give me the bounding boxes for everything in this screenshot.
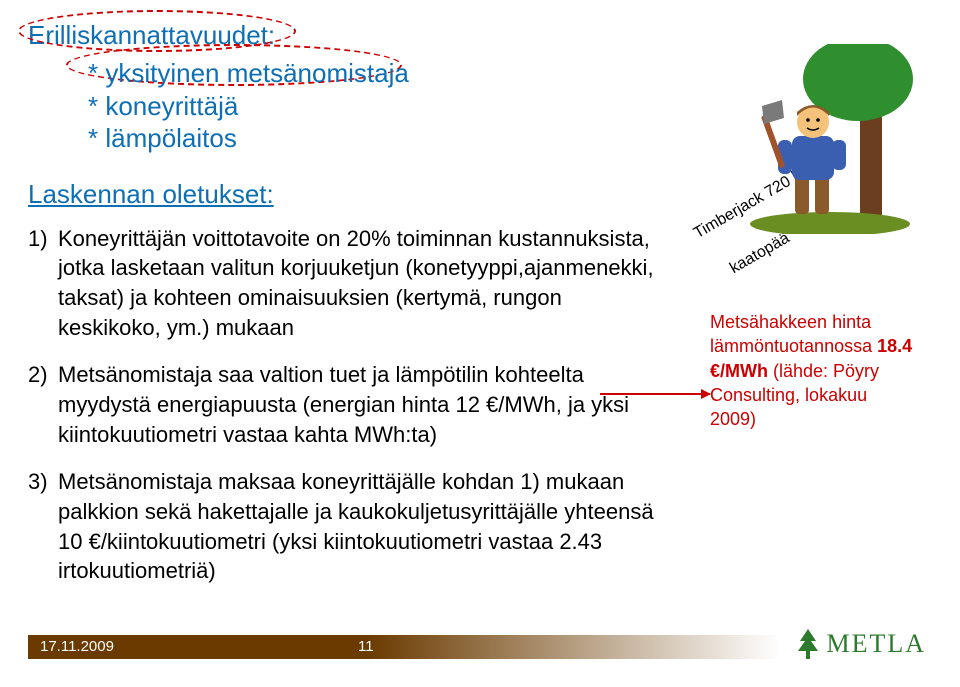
bullet-3-text: lämpölaitos [105, 123, 237, 153]
side-note: Metsähakkeen hinta lämmöntuotannossa 18.… [710, 310, 930, 431]
side-note-line: Consulting, lokakuu [710, 383, 930, 407]
bullet-2-text: koneyrittäjä [105, 91, 238, 121]
logo-text: METLA [826, 629, 926, 659]
item-number: 2) [28, 360, 58, 449]
pointer-arrow [600, 393, 710, 395]
list-item: 3) Metsänomistaja maksaa koneyrittäjälle… [28, 467, 668, 586]
lumberjack-tree-illustration [740, 44, 920, 234]
item-number: 1) [28, 224, 58, 343]
bullet-1-text: yksityinen metsänomistaja [105, 58, 408, 88]
metla-logo: METLA [796, 629, 926, 659]
list-item: 2) Metsänomistaja saa valtion tuet ja lä… [28, 360, 668, 449]
slide: Erilliskannattavuudet: * yksityinen mets… [0, 0, 960, 687]
footer-page-number: 11 [358, 638, 374, 655]
assumptions-list: 1) Koneyrittäjän voittotavoite on 20% to… [28, 224, 668, 587]
item-text: Metsänomistaja saa valtion tuet ja lämpö… [58, 360, 668, 449]
side-note-line: lämmöntuotannossa 18.4 [710, 334, 930, 358]
diagonal-label-2: kaatopää [727, 229, 793, 278]
item-text: Koneyrittäjän voittotavoite on 20% toimi… [58, 224, 668, 343]
tree-icon [796, 629, 820, 659]
side-note-line: €/MWh (lähde: Pöyry [710, 359, 930, 383]
footer-gradient-bar [28, 635, 780, 659]
item-text: Metsänomistaja maksaa koneyrittäjälle ko… [58, 467, 668, 586]
footer-date: 17.11.2009 [40, 638, 114, 655]
side-note-line: 2009) [710, 407, 930, 431]
item-number: 3) [28, 467, 58, 586]
slide-footer: 17.11.2009 11 METLA [0, 635, 960, 665]
side-note-line: Metsähakkeen hinta [710, 310, 930, 334]
list-item: 1) Koneyrittäjän voittotavoite on 20% to… [28, 224, 668, 343]
